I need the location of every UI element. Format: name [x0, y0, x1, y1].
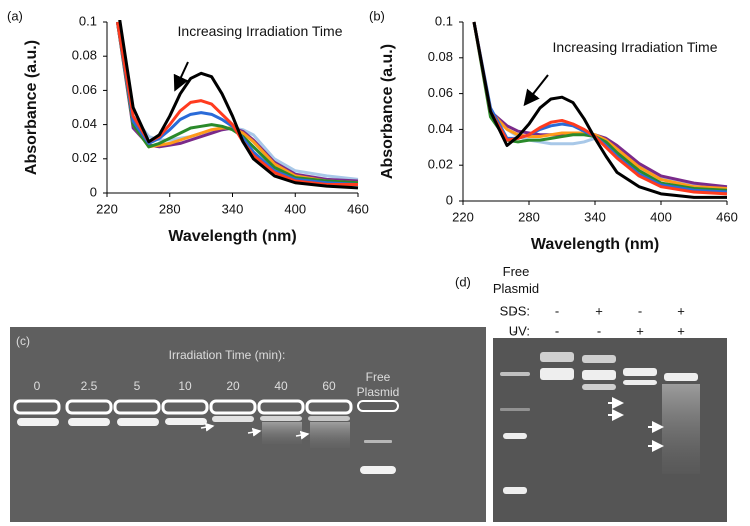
x-axis-title: Wavelength (nm) — [531, 236, 659, 253]
y-tick-label: 0 — [90, 184, 97, 199]
sign: + — [636, 323, 644, 338]
lane-label: 10 — [178, 379, 192, 393]
gel-d: (d) Free Plasmid — [455, 264, 727, 522]
row-label: UV: — [509, 323, 530, 338]
x-tick-label: 280 — [159, 201, 181, 216]
x-tick-label: 340 — [222, 201, 244, 216]
spectrum-line — [115, 21, 359, 185]
x-tick-label: 220 — [96, 201, 118, 216]
x-axis-title: Wavelength (nm) — [168, 228, 296, 245]
plot-lines — [472, 21, 728, 199]
lane-label: 5 — [134, 379, 141, 393]
x-tick-label: 340 — [584, 209, 606, 224]
annotation-arrow — [173, 61, 189, 92]
annotation-arrow — [523, 74, 549, 107]
x-tick-label: 220 — [452, 209, 474, 224]
sign: - — [638, 303, 642, 318]
lane-label: 2.5 — [81, 379, 98, 393]
spectrum-line — [472, 21, 728, 190]
annotation: Increasing Irradiation Time — [177, 23, 343, 39]
annotation: Increasing Irradiation Time — [552, 39, 718, 55]
y-tick-label: 0.1 — [435, 13, 453, 28]
spectrum-line — [472, 21, 727, 199]
sign: + — [595, 303, 603, 318]
y-tick-label: 0.08 — [428, 49, 453, 64]
y-tick-label: 0.04 — [72, 116, 97, 131]
sign: + — [677, 303, 685, 318]
panel-label: (b) — [369, 8, 385, 23]
row-label: SDS: — [500, 303, 530, 318]
y-tick-label: 0.06 — [72, 82, 97, 97]
sign: - — [513, 303, 517, 318]
annotation-fo: Increasing Irradiation Time — [552, 39, 718, 55]
sign: - — [555, 303, 559, 318]
lane-title: Free Plasmid — [492, 264, 540, 296]
plot-lines — [115, 20, 359, 190]
spectrum-line — [115, 21, 359, 186]
x-tick-label: 400 — [284, 201, 306, 216]
lane-title-fo: Free Plasmid — [492, 264, 540, 296]
y-tick-label: 0.06 — [428, 85, 453, 100]
sign: - — [597, 323, 601, 338]
lane-label: Free Plasmid — [356, 370, 400, 399]
lane-label: 40 — [274, 379, 288, 393]
x-tick-label: 460 — [716, 209, 738, 224]
annotation-fo: Increasing Irradiation Time — [177, 23, 343, 39]
gel-heading: Irradiation Time (min): — [169, 348, 286, 362]
y-tick-label: 0.1 — [79, 13, 97, 28]
x-tick-label: 460 — [347, 201, 369, 216]
panel-label: (a) — [7, 8, 23, 23]
y-tick-label: 0 — [446, 192, 453, 207]
lane-label: 60 — [322, 379, 336, 393]
x-tick-label: 280 — [518, 209, 540, 224]
y-axis-title: Absorbance (a.u.) — [379, 44, 396, 179]
y-axis-title: Absorbance (a.u.) — [23, 40, 40, 175]
lane-label: 20 — [226, 379, 240, 393]
lane-label: 0 — [34, 379, 41, 393]
lane-label-fo: Free Plasmid — [356, 370, 400, 399]
sign: + — [677, 323, 685, 338]
y-tick-label: 0.08 — [72, 48, 97, 63]
panel-label: (c) — [16, 334, 30, 348]
panel-label: (d) — [455, 274, 471, 289]
sign: - — [555, 323, 559, 338]
y-tick-label: 0.02 — [428, 157, 453, 172]
sign: - — [513, 323, 517, 338]
x-tick-label: 400 — [650, 209, 672, 224]
y-tick-label: 0.02 — [72, 150, 97, 165]
gel-c: (c) Irradiation Time (min): — [10, 327, 486, 522]
spectrum-line — [118, 20, 359, 190]
y-tick-label: 0.04 — [428, 121, 453, 136]
